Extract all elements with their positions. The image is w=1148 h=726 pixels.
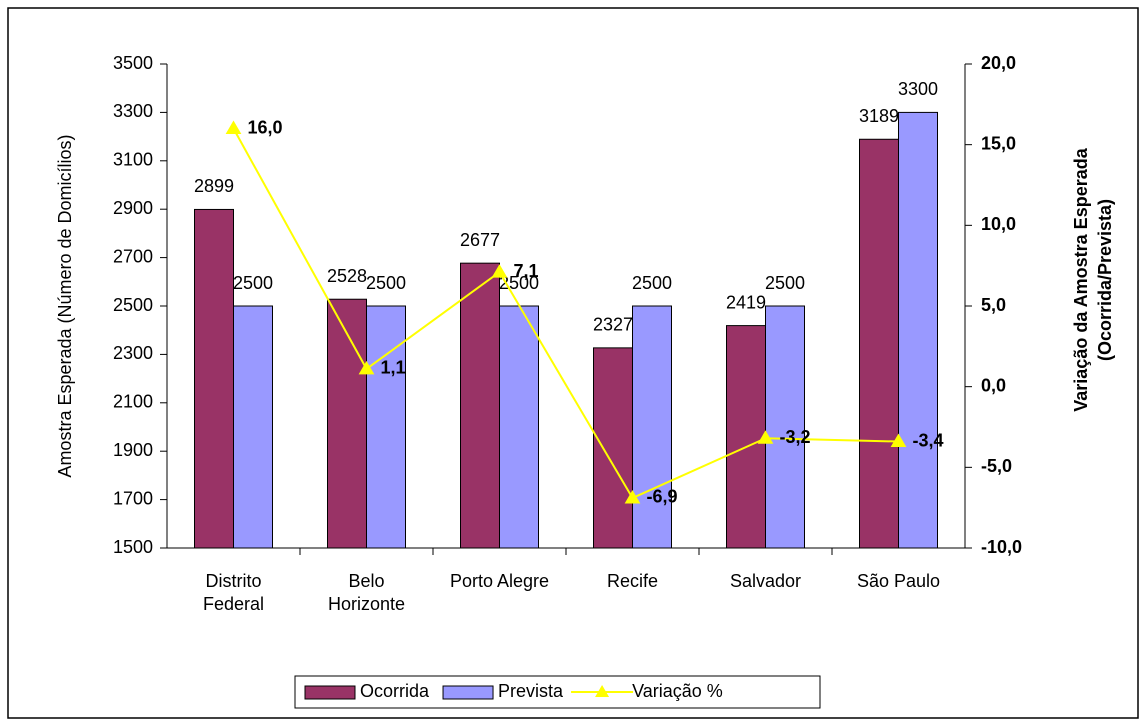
bar-value-label: 3189: [859, 106, 899, 126]
line-value-label: 16,0: [248, 117, 283, 137]
y-tick-label: 3300: [113, 101, 153, 121]
y-tick-label: 2500: [113, 295, 153, 315]
bar-value-label: 2500: [765, 273, 805, 293]
bar-value-label: 2899: [194, 176, 234, 196]
bar: [460, 262, 500, 549]
bar-value-label: 2327: [593, 315, 633, 335]
line-value-label: -6,9: [647, 487, 678, 507]
legend-label: Ocorrida: [360, 681, 430, 701]
bar-value-label: 2677: [460, 230, 500, 250]
bar: [898, 111, 938, 549]
y-tick-label: 2100: [113, 392, 153, 412]
line-value-label: -3,4: [913, 430, 944, 450]
y-axis-title: Amostra Esperada (Número de Domicílios): [55, 134, 75, 477]
bar: [593, 347, 633, 549]
bar: [327, 298, 367, 549]
y-tick-label: 1500: [113, 537, 153, 557]
line-marker: [358, 360, 375, 375]
legend-swatch: [595, 685, 610, 697]
x-tick-label: Belo Horizonte: [327, 571, 406, 614]
legend-label: Variação %: [632, 681, 723, 701]
line-marker: [225, 120, 242, 135]
legend-label: Prevista: [498, 681, 564, 701]
bar: [366, 305, 406, 549]
line-marker: [890, 433, 907, 448]
x-tick-label: São Paulo: [856, 571, 941, 591]
bar-value-label: 2419: [726, 292, 766, 312]
y-tick-label: 1700: [113, 488, 153, 508]
y2-tick-label: 5,0: [981, 295, 1006, 315]
bar: [194, 208, 234, 549]
bar: [632, 305, 672, 549]
bar: [726, 325, 766, 549]
line-marker: [491, 264, 508, 278]
line-value-label: 7,1: [514, 261, 539, 281]
line-value-label: -3,2: [780, 427, 811, 447]
y-tick-label: 2300: [113, 343, 153, 363]
x-tick-label: Recife: [606, 571, 659, 591]
y2-tick-label: 20,0: [981, 53, 1016, 73]
line: [232, 128, 899, 500]
y-tick-label: 3100: [113, 150, 153, 170]
x-tick-label: Salvador: [729, 571, 802, 591]
bar: [233, 305, 273, 549]
legend-swatch: [304, 685, 356, 700]
y2-tick-label: 0,0: [981, 375, 1006, 395]
bar: [765, 305, 805, 549]
legend-swatch: [442, 685, 494, 700]
y-tick-label: 3500: [113, 53, 153, 73]
y2-tick-label: 15,0: [981, 133, 1016, 153]
bar-value-label: 2500: [632, 273, 672, 293]
legend-box: [294, 675, 821, 709]
y-tick-label: 2700: [113, 246, 153, 266]
y2-axis-title: Variação da Amostra Esperada: [1071, 147, 1091, 411]
y-tick-label: 1900: [113, 440, 153, 460]
bar-value-label: 2528: [327, 266, 367, 286]
bar-value-label: 2500: [366, 273, 406, 293]
y-tick-label: 2900: [113, 198, 153, 218]
bar-value-label: 3300: [898, 79, 938, 99]
chart-border: [7, 7, 1139, 719]
y2-tick-label: -10,0: [981, 537, 1022, 557]
x-tick-label: Distrito Federal: [202, 571, 265, 614]
y2-axis-title: (Ocorrida/Prevista): [1095, 199, 1115, 361]
line-marker: [757, 430, 774, 444]
y2-tick-label: 10,0: [981, 214, 1016, 234]
bar-value-label: 2500: [233, 273, 273, 293]
line-marker: [624, 489, 641, 504]
line-value-label: 1,1: [381, 358, 406, 378]
y2-tick-label: -5,0: [981, 456, 1012, 476]
x-tick-label: Porto Alegre: [449, 571, 550, 591]
bar: [499, 305, 539, 549]
bar: [859, 138, 899, 549]
